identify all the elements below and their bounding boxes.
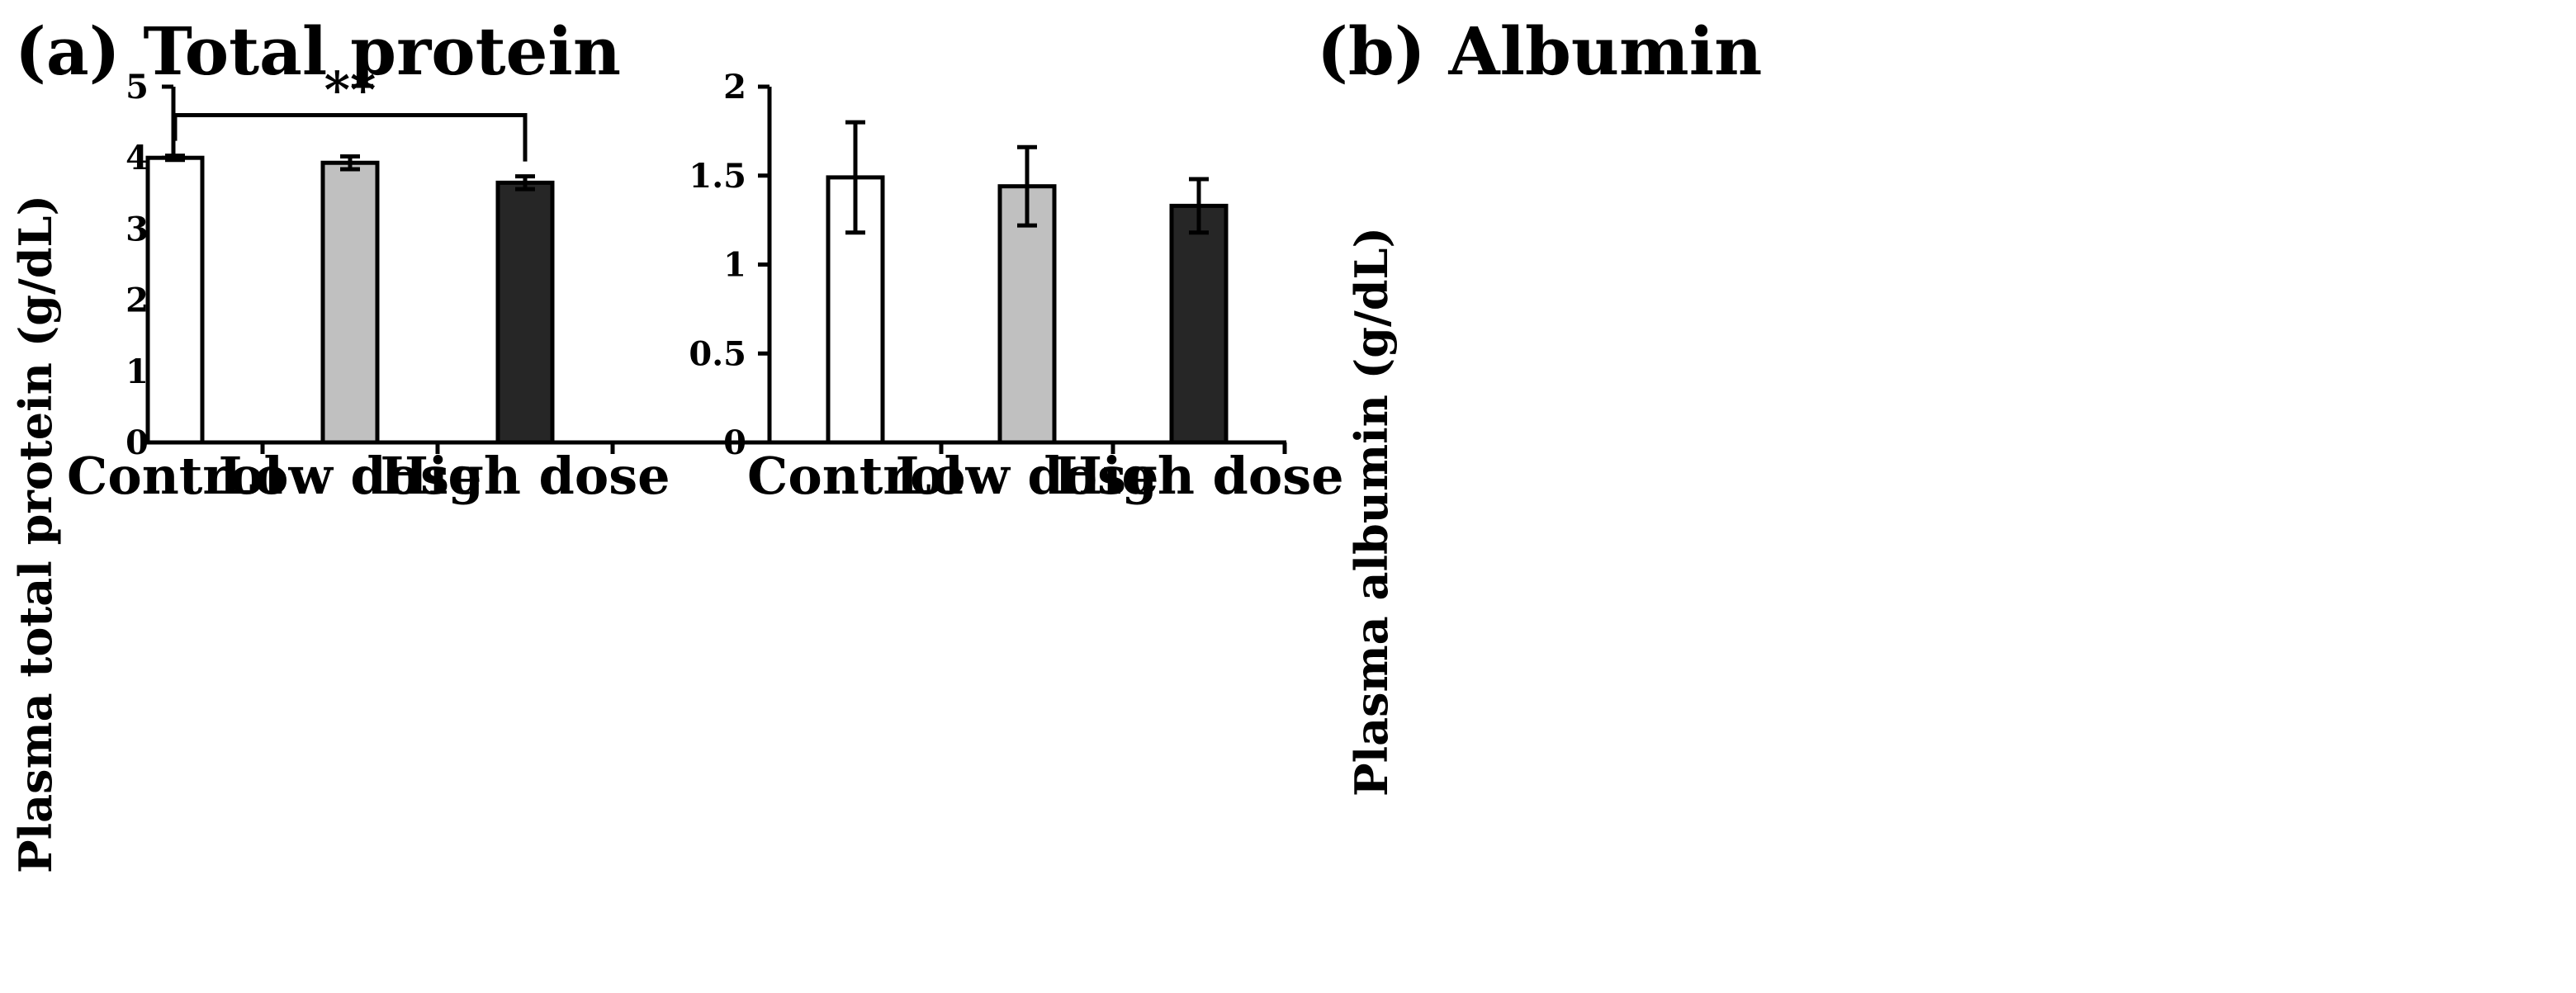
panel-b-y-tick-label: 2 xyxy=(723,68,746,106)
panel-a-y-tick-label: 4 xyxy=(125,139,149,177)
panel-a-category-label: High dose xyxy=(380,446,670,506)
panel-a-category-label: Control xyxy=(67,446,283,506)
panel-a-y-tick-label: 0 xyxy=(125,423,149,462)
panel-b-category-label: High dose xyxy=(1054,446,1343,506)
panel-b-bar-high-dose xyxy=(1169,203,1229,445)
panel-a-y-tick-label: 1 xyxy=(125,352,149,391)
panel-a-y-axis-title: Plasma total protein (g/dL) xyxy=(9,195,62,873)
panel-a-y-tick-label: 2 xyxy=(125,281,149,320)
panel-a-bar-control xyxy=(145,155,205,445)
panel-b-y-tick-label: 1.5 xyxy=(689,157,746,196)
panel-a-y-tick-label: 3 xyxy=(125,210,149,248)
panel-a-significance-label: ** xyxy=(324,61,376,119)
panel-a-significance-bracket xyxy=(173,112,528,162)
panel-b-y-tick-label: 0.5 xyxy=(689,334,746,373)
panel-albumin: (b) Albumin Plasma albumin (g/dL) 0 0.5 1 1… xyxy=(689,12,1762,797)
panel-b-category-label: Low dose xyxy=(896,446,1159,506)
panel-a-bar-low-dose xyxy=(320,160,380,445)
panel-a-title: (a) Total protein xyxy=(15,12,621,90)
panel-b-y-axis-title: Plasma albumin (g/dL) xyxy=(1345,227,1398,797)
panel-a-y-tick-label: 5 xyxy=(125,68,149,106)
panel-b-bar-low-dose xyxy=(997,184,1057,445)
panel-b-y-tick-label: 0 xyxy=(723,423,746,462)
panel-a-category-label: Low dose xyxy=(219,446,482,506)
panel-b-y-tick-label: 1 xyxy=(723,246,746,285)
panel-total-protein: (a) Total protein Plasma total protein (… xyxy=(9,12,1229,873)
panel-a-bar-high-dose xyxy=(495,180,555,445)
panel-b-title: (b) Albumin xyxy=(1317,12,1762,90)
panel-b-category-label: Control xyxy=(747,446,964,506)
